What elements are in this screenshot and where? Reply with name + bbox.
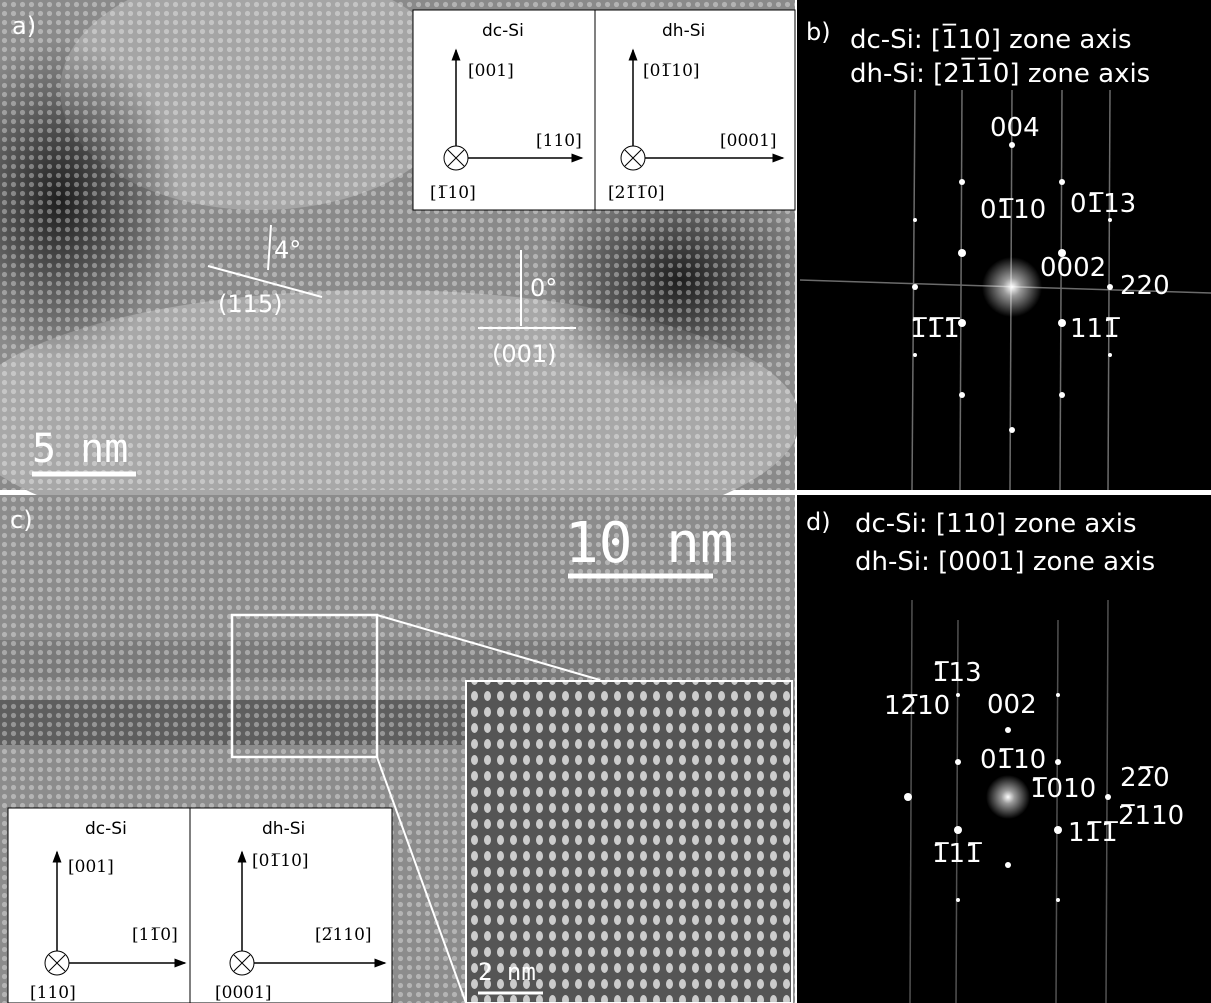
axis-label: [11̅0]: [132, 925, 178, 945]
spot-label: 1̅1̅1̅: [910, 314, 961, 344]
panel-label: a): [12, 12, 36, 40]
axis-label: [001]: [68, 857, 114, 877]
figure: a) dc-Si [001] [110] [1̅10] dh-Si [01̅10…: [0, 0, 1211, 1003]
panel-b: b) dc-Si: [1̅10] zone axis dh-Si: [21̅1̅…: [797, 0, 1211, 490]
zone-axis: dc-Si: [1̅10] zone axis: [850, 23, 1132, 55]
scale-bar-label: 10 nm: [565, 511, 734, 576]
spot-label: 11̅1̅: [1068, 818, 1119, 848]
zone-axis: dc-Si: [110] zone axis: [855, 509, 1137, 539]
axis-label: [0001]: [215, 983, 272, 1003]
spot-label: 1̅010: [1030, 774, 1096, 804]
inset-title: dc-Si: [482, 21, 524, 41]
zone-axis: dh-Si: [21̅1̅0] zone axis: [850, 57, 1150, 89]
axis-label: [21̅1̅0]: [608, 183, 665, 203]
spot-label: 220: [1120, 271, 1170, 301]
scale-bar-label: 2 nm: [478, 958, 536, 986]
spot-label: 1̅11̅: [932, 839, 983, 869]
panel-a: a) dc-Si [001] [110] [1̅10] dh-Si [01̅10…: [0, 0, 820, 550]
annotation: 0°: [530, 274, 557, 302]
inset-title: dh-Si: [262, 819, 305, 839]
inset-title: dh-Si: [662, 21, 705, 41]
axis-label: [001]: [468, 61, 514, 81]
spot-label: 1̅13: [932, 658, 982, 688]
axis-label: [01̅10]: [643, 61, 700, 81]
panel-d: d) dc-Si: [110] zone axis dh-Si: [0001] …: [797, 495, 1211, 1003]
annotation: (001): [492, 340, 557, 368]
spot-label: 002: [987, 690, 1037, 720]
axis-label: [110]: [30, 983, 76, 1003]
axis-label: [110]: [536, 131, 582, 151]
zone-axis: dh-Si: [0001] zone axis: [855, 547, 1155, 577]
spot-label: 22̅0: [1120, 763, 1170, 793]
axis-label: [1̅10]: [430, 183, 476, 203]
spot-label: 0002: [1040, 253, 1106, 283]
spot-label: 01̅10: [980, 195, 1046, 225]
inset-title: dc-Si: [85, 819, 127, 839]
scale-bar-label: 5 nm: [32, 426, 128, 472]
spot-label: 111̅: [1070, 314, 1121, 344]
axis-label: [0001]: [720, 131, 777, 151]
panel-label: b): [806, 18, 831, 46]
spot-label: 2̅110: [1118, 801, 1184, 831]
spot-label: 01̅10: [980, 745, 1046, 775]
panel-c: c) 10 nm 2 nm dc-Si [001] [11̅0] [110] d…: [0, 495, 795, 1003]
spot-label: 004: [990, 113, 1040, 143]
panel-label: d): [806, 508, 831, 536]
axis-label: [01̅10]: [252, 851, 309, 871]
annotation: (115): [218, 290, 283, 318]
axis-label: [2̅110]: [315, 925, 372, 945]
annotation: 4°: [274, 236, 301, 264]
spot-label: 12̅10: [884, 691, 950, 721]
panel-label: c): [10, 506, 33, 534]
spot-label: 01̅13: [1070, 189, 1136, 219]
